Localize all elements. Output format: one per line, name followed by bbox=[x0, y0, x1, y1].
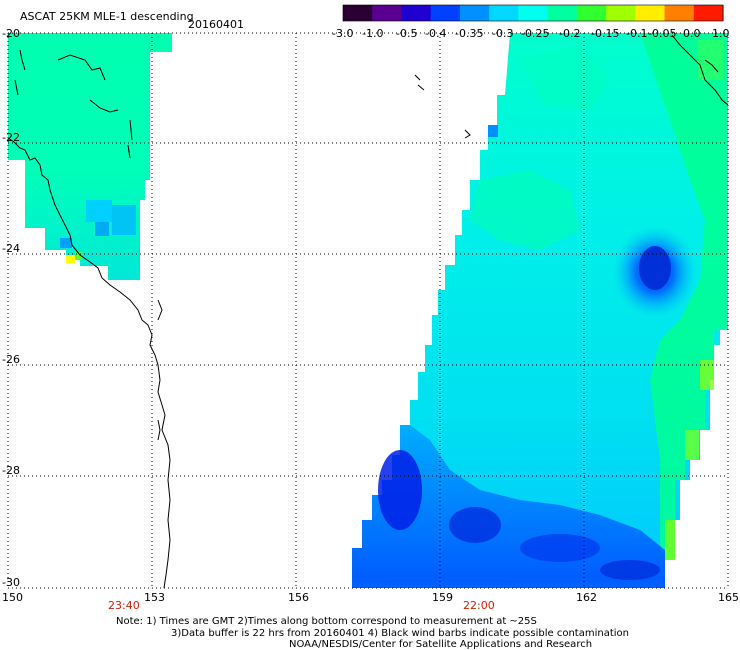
lat-label: -22 bbox=[2, 131, 20, 144]
product-title: ASCAT 25KM MLE-1 descending bbox=[20, 10, 194, 23]
graticule bbox=[7, 32, 729, 589]
colorbar-segment bbox=[459, 5, 490, 21]
colorbar-label: -0.3 bbox=[492, 27, 513, 40]
lon-label: 153 bbox=[144, 591, 165, 604]
lon-label: 156 bbox=[288, 591, 309, 604]
colorbar-segment bbox=[518, 5, 549, 21]
colorbar-segment bbox=[343, 5, 373, 21]
colorbar-frame bbox=[342, 4, 724, 22]
colorbar-label: -0.4 bbox=[425, 27, 446, 40]
colorbar-segment bbox=[401, 5, 432, 21]
colorbar-label: -0.25 bbox=[521, 27, 549, 40]
lon-label: 150 bbox=[2, 591, 23, 604]
lon-label: 165 bbox=[718, 591, 739, 604]
colorbar-segment bbox=[606, 5, 636, 21]
colorbar-label: -0.2 bbox=[559, 27, 580, 40]
colorbar-segment bbox=[430, 5, 461, 21]
colorbar-segment bbox=[576, 5, 607, 21]
lat-label: -26 bbox=[2, 353, 20, 366]
colorbar-label: -3.0 bbox=[332, 27, 353, 40]
latitude-labels: -20 -22 -24 -26 -28 -30 bbox=[2, 27, 20, 589]
colorbar-label: -0.15 bbox=[591, 27, 619, 40]
colorbar-label: -0.35 bbox=[455, 27, 483, 40]
note-line-3: NOAA/NESDIS/Center for Satellite Applica… bbox=[289, 639, 592, 650]
swath-time-right: 22:00 bbox=[463, 599, 495, 612]
right-swath bbox=[352, 33, 728, 588]
colorbar-label: -0.5 bbox=[396, 27, 417, 40]
colorbar-label: -0.1 bbox=[626, 27, 647, 40]
product-date: 20160401 bbox=[188, 18, 244, 31]
longitude-labels: 150 153 156 159 162 165 bbox=[2, 591, 739, 604]
note-line-1: Note: 1) Times are GMT 2)Times along bot… bbox=[116, 616, 537, 627]
colorbar-segment bbox=[693, 5, 724, 21]
colorbar-label: -1.0 bbox=[362, 27, 383, 40]
lat-label: -30 bbox=[2, 576, 20, 589]
lon-label: 162 bbox=[576, 591, 597, 604]
colorbar-labels: -3.0 -1.0 -0.5 -0.4 -0.35 -0.3 -0.25 -0.… bbox=[332, 27, 730, 40]
colorbar bbox=[342, 4, 724, 22]
colorbar-segment bbox=[372, 5, 402, 21]
lon-label: 159 bbox=[432, 591, 453, 604]
coastline bbox=[7, 34, 729, 589]
lat-label: -28 bbox=[2, 464, 20, 477]
lat-label: -20 bbox=[2, 27, 20, 40]
colorbar-segment bbox=[547, 5, 578, 21]
colorbar-segment bbox=[664, 5, 695, 21]
lat-label: -24 bbox=[2, 242, 20, 255]
colorbar-segment bbox=[489, 5, 519, 21]
colorbar-label: 0.0 bbox=[683, 27, 701, 40]
left-swath bbox=[8, 33, 172, 280]
colorbar-label: -0.05 bbox=[648, 27, 676, 40]
note-line-2: 3)Data buffer is 22 hrs from 20160401 4)… bbox=[171, 628, 629, 639]
swath-time-left: 23:40 bbox=[108, 599, 140, 612]
colorbar-label: 1.0 bbox=[712, 27, 730, 40]
colorbar-segment bbox=[635, 5, 666, 21]
